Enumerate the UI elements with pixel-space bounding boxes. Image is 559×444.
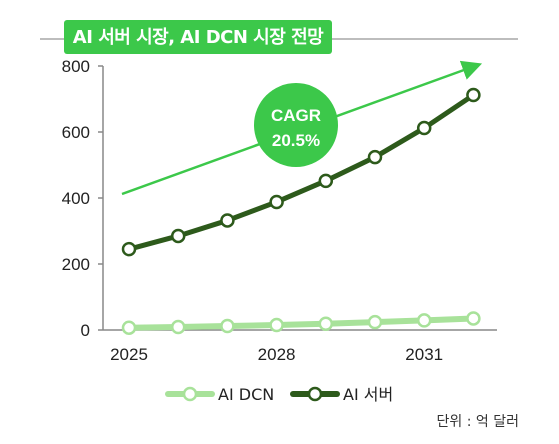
point-ai-dcn-2027 — [220, 318, 235, 334]
y-tick-label-200: 200 — [62, 255, 90, 274]
chart-title: AI 서버 시장, AI DCN 시장 전망 — [73, 27, 324, 48]
series-line-ai-dcn — [126, 315, 477, 331]
point-ai-server-2028 — [269, 194, 284, 210]
legend-label-ai-dcn: AI DCN — [218, 385, 274, 404]
point-ai-server-2032 — [466, 87, 481, 103]
cagr-bubble — [254, 83, 338, 167]
point-ai-dcn-2026 — [170, 319, 186, 335]
series-line-ai-server — [126, 92, 476, 252]
unit-label: 단위 : 억 달러 — [437, 414, 519, 430]
point-ai-dcn-2028 — [269, 317, 284, 333]
legend-marker-ai-server — [307, 386, 323, 402]
x-tick-label-2028: 2028 — [258, 345, 296, 364]
point-ai-dcn-2030 — [367, 314, 383, 330]
x-tick-label-2031: 2031 — [405, 345, 443, 364]
legend: AI DCN AI 서버 — [165, 385, 393, 404]
y-tick-label-800: 800 — [62, 57, 90, 76]
point-ai-server-2030 — [367, 149, 383, 165]
y-tick-label-0: 0 — [81, 321, 90, 340]
point-ai-dcn-2025 — [121, 320, 137, 335]
point-ai-server-2029 — [318, 173, 334, 189]
point-ai-server-2027 — [220, 213, 235, 228]
point-ai-server-2031 — [416, 120, 432, 136]
legend-marker-ai-dcn — [182, 386, 198, 402]
x-tick-label-2025: 2025 — [110, 345, 148, 364]
cagr-value: 20.5% — [272, 131, 320, 150]
y-tick-label-400: 400 — [62, 189, 90, 208]
point-ai-dcn-2031 — [416, 313, 432, 328]
point-ai-server-2026 — [170, 228, 186, 244]
y-tick-label-600: 600 — [62, 123, 90, 142]
legend-label-ai-server: AI 서버 — [343, 385, 393, 404]
title-badge — [64, 20, 332, 54]
cagr-label: CAGR — [271, 106, 321, 125]
point-ai-dcn-2029 — [318, 316, 334, 331]
point-ai-dcn-2032 — [466, 311, 481, 326]
point-ai-server-2025 — [121, 241, 137, 257]
